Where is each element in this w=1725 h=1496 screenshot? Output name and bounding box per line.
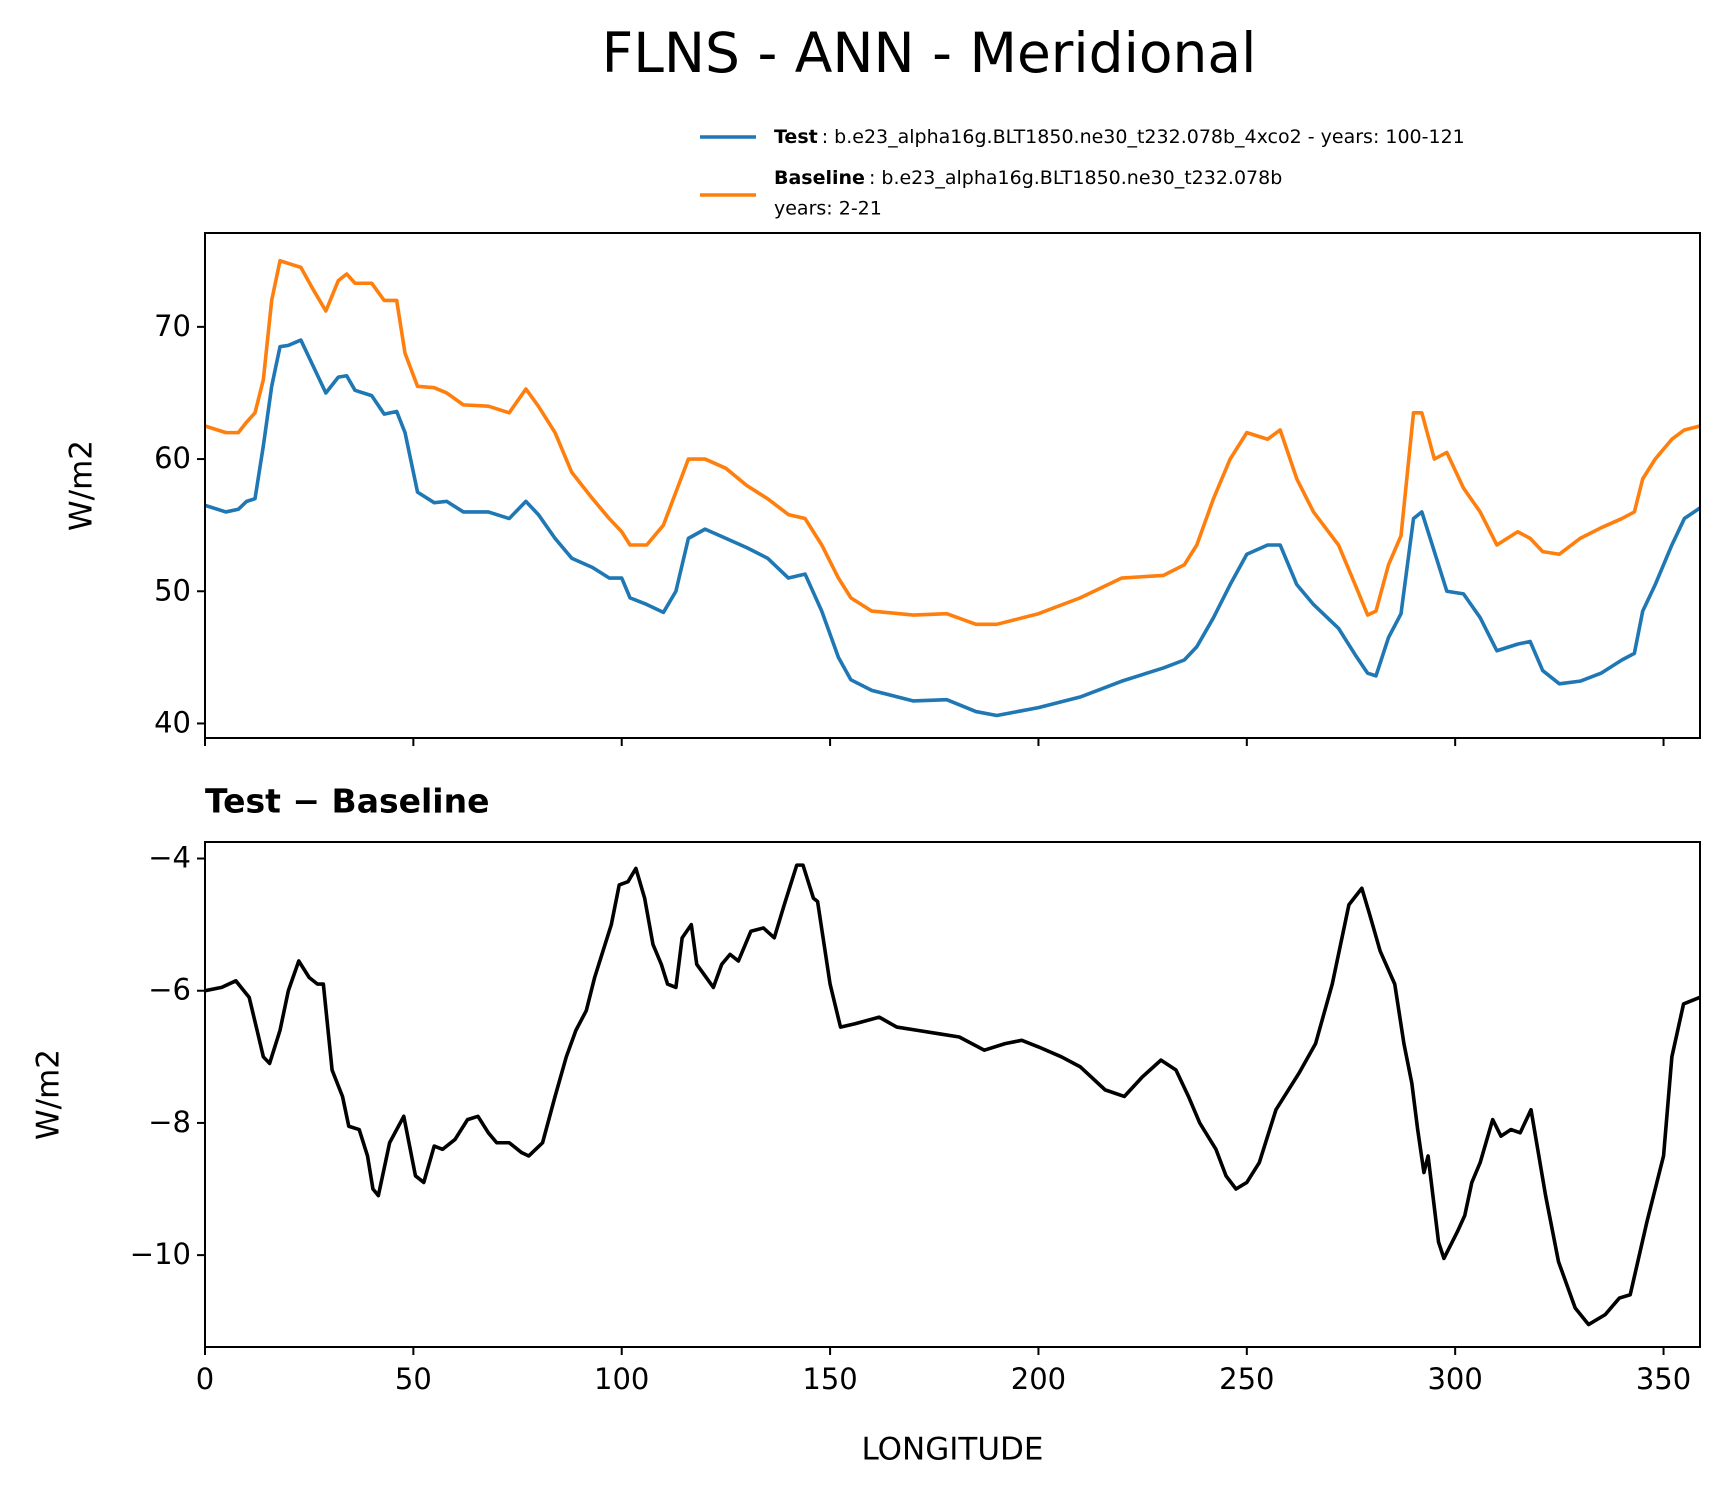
- y-tick-label: 50: [154, 573, 191, 607]
- data-line: [205, 863, 1700, 1327]
- legend-description: : b.e23_alpha16g.BLT1850.ne30_t232.078b_…: [822, 126, 1465, 148]
- legend-description: : b.e23_alpha16g.BLT1850.ne30_t232.078b: [869, 167, 1282, 189]
- legend-entry: Test: b.e23_alpha16g.BLT1850.ne30_t232.0…: [774, 126, 1465, 148]
- axes-frame: [204, 841, 1701, 1348]
- legend-entry: Baseline: b.e23_alpha16g.BLT1850.ne30_t2…: [774, 167, 1282, 189]
- x-tick-label: 200: [1011, 1362, 1066, 1396]
- data-line: [205, 338, 1700, 718]
- legend-name: Baseline: [774, 167, 865, 189]
- y-tick-label: −4: [148, 841, 191, 875]
- y-tick-label: 60: [154, 441, 191, 475]
- y-axis-label: W/m2: [64, 440, 100, 531]
- y-tick-label: 70: [154, 309, 191, 343]
- legend-description: years: 2-21: [774, 198, 882, 220]
- y-tick-label: 40: [154, 705, 191, 739]
- y-axis-label: W/m2: [31, 1049, 67, 1140]
- x-tick-label: 50: [395, 1362, 432, 1396]
- x-tick-label: 300: [1427, 1362, 1482, 1396]
- axes-frame: [204, 232, 1701, 739]
- x-tick-label: 250: [1219, 1362, 1274, 1396]
- data-line: [205, 258, 1700, 627]
- figure-title: FLNS - ANN - Meridional: [602, 21, 1257, 85]
- y-tick-label: −6: [148, 973, 191, 1007]
- x-tick-label: 100: [594, 1362, 649, 1396]
- y-tick-label: −10: [130, 1237, 191, 1271]
- x-axis-label: LONGITUDE: [861, 1432, 1043, 1468]
- panel-title: Test − Baseline: [205, 782, 490, 821]
- x-tick-label: 350: [1636, 1362, 1691, 1396]
- x-tick-label: 0: [196, 1362, 214, 1396]
- legend-name: Test: [774, 126, 818, 148]
- x-tick-label: 150: [802, 1362, 857, 1396]
- y-tick-label: −8: [148, 1105, 191, 1139]
